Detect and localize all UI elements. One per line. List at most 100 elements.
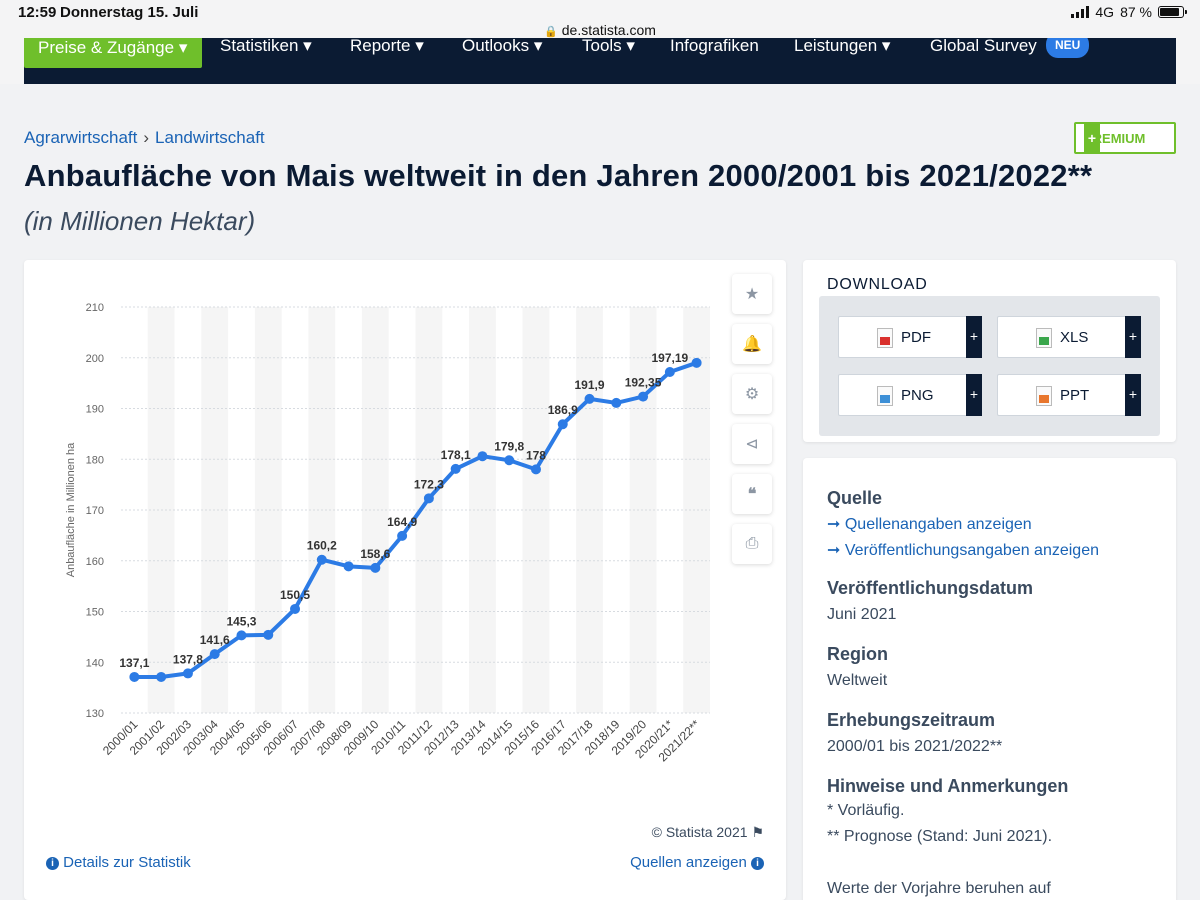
info-icon: i	[46, 857, 59, 870]
source-link[interactable]: ➞ Quellenangaben anzeigen	[827, 516, 1032, 533]
url-text: de.statista.com	[561, 22, 656, 38]
arrow-right-icon: ➞	[827, 542, 841, 559]
period-value: 2000/01 bis 2021/2022**	[827, 738, 1003, 755]
data-label: 160,2	[307, 539, 337, 553]
y-tick-label: 130	[86, 708, 104, 720]
data-label: 197,19	[651, 351, 688, 365]
quote-icon[interactable]: ❝	[732, 474, 772, 514]
page-subtitle: (in Millionen Hektar)	[24, 206, 256, 236]
region-value: Weltweit	[827, 672, 888, 689]
data-point	[530, 464, 541, 475]
series-line	[134, 360, 698, 679]
battery-icon	[1158, 6, 1187, 18]
nav-pricing-button[interactable]: Preise & Zugänge ▾	[24, 38, 202, 68]
notes-heading: Hinweise und Anmerkungen	[827, 776, 1069, 796]
data-label: 137,8	[173, 652, 203, 666]
line-chart: 130 140 150 160 170 180 190 200 210 Anbaufläche i…	[65, 302, 710, 764]
site-nav-bar: Preise & Zugänge ▾ Statistiken ▾ Reporte…	[24, 38, 1176, 84]
data-label: 150,5	[280, 588, 310, 602]
y-tick-label: 180	[86, 454, 104, 466]
info-icon: i	[751, 857, 764, 870]
nav-statistics[interactable]: Statistiken ▾	[220, 38, 312, 55]
download-card: DOWNLOAD PDF + XLS + PNG + PPT +	[803, 260, 1176, 442]
note-forecast: ** Prognose (Stand: Juni 2021).	[827, 828, 1053, 845]
data-point	[236, 630, 247, 641]
page-content: Agrarwirtschaft › Landwirtschaft PREMIUM +…	[0, 84, 1200, 900]
nav-infographics[interactable]: Infografiken	[670, 38, 759, 55]
premium-button[interactable]: PREMIUM +	[1074, 122, 1176, 154]
print-icon[interactable]: ⎙	[732, 524, 772, 564]
download-ppt-button[interactable]: PPT +	[997, 374, 1141, 416]
data-label: 137,1	[119, 656, 149, 670]
data-point	[343, 561, 354, 572]
data-label: 186,9	[548, 403, 578, 417]
xls-file-icon	[1036, 328, 1052, 348]
data-point	[370, 562, 381, 573]
download-pdf-button[interactable]: PDF +	[838, 316, 982, 358]
gear-icon[interactable]: ⚙	[732, 374, 772, 414]
data-point	[129, 671, 140, 682]
breadcrumb-agriculture[interactable]: Agrarwirtschaft	[24, 128, 138, 147]
download-png-button[interactable]: PNG +	[838, 374, 982, 416]
data-point	[450, 463, 461, 474]
data-point	[638, 391, 649, 402]
data-label: 192,35	[625, 376, 662, 390]
y-tick-label: 170	[86, 505, 104, 517]
download-xls-button[interactable]: XLS +	[997, 316, 1141, 358]
data-label: 164,9	[387, 515, 417, 529]
data-point	[584, 393, 595, 404]
data-point	[557, 419, 568, 430]
arrow-right-icon: ➞	[827, 516, 841, 533]
data-point	[209, 649, 220, 660]
data-label: 178	[526, 448, 546, 462]
data-point	[290, 603, 301, 614]
data-label: 179,8	[494, 439, 524, 453]
data-point	[423, 493, 434, 504]
nav-services[interactable]: Leistungen ▾	[794, 38, 891, 55]
data-point	[397, 530, 408, 541]
nav-outlooks[interactable]: Outlooks ▾	[462, 38, 543, 55]
star-icon[interactable]: ★	[732, 274, 772, 314]
data-label: 145,3	[226, 614, 256, 628]
publication-link[interactable]: ➞ Veröffentlichungsangaben anzeigen	[827, 542, 1099, 559]
details-link[interactable]: i Details zur Statistik	[46, 854, 191, 871]
y-tick-label: 160	[86, 556, 104, 568]
chart-card: 130 140 150 160 170 180 190 200 210 Anbaufläche i…	[24, 260, 786, 900]
data-label: 141,6	[200, 633, 230, 647]
nav-global-survey[interactable]: Global Survey	[930, 38, 1037, 55]
data-point	[263, 629, 274, 640]
sources-link[interactable]: Quellen anzeigen i	[630, 854, 764, 871]
bell-icon[interactable]: 🔔	[732, 324, 772, 364]
breadcrumb: Agrarwirtschaft › Landwirtschaft	[24, 128, 265, 148]
y-tick-label: 150	[86, 607, 104, 619]
data-point	[504, 455, 515, 466]
data-label: 172,3	[414, 477, 444, 491]
status-time: 12:59	[18, 4, 57, 21]
png-file-icon	[877, 386, 893, 406]
new-badge: NEU	[1046, 38, 1090, 58]
battery-percent: 87 %	[1120, 4, 1152, 20]
signal-icon	[1071, 6, 1090, 18]
column-band	[522, 307, 550, 713]
nav-reports[interactable]: Reporte ▾	[350, 38, 424, 55]
data-point	[664, 367, 675, 378]
site-nav: Preise & Zugänge ▾ Statistiken ▾ Reporte…	[0, 38, 1200, 84]
share-icon[interactable]: ⊲	[732, 424, 772, 464]
breadcrumb-farming[interactable]: Landwirtschaft	[155, 128, 265, 147]
y-tick-label: 210	[86, 302, 104, 314]
lock-icon: 🔒	[544, 26, 558, 38]
data-label: 158,6	[360, 547, 390, 561]
nav-tools[interactable]: Tools ▾	[582, 38, 635, 55]
data-point	[156, 671, 167, 682]
data-point	[477, 451, 488, 462]
period-heading: Erhebungszeitraum	[827, 710, 996, 730]
y-tick-label: 190	[86, 404, 104, 416]
status-right: 4G 87 %	[1071, 4, 1187, 20]
breadcrumb-separator: ›	[143, 128, 150, 147]
download-title: DOWNLOAD	[827, 276, 928, 293]
y-tick-label: 200	[86, 353, 104, 365]
data-point	[182, 668, 193, 679]
data-point	[691, 357, 702, 368]
data-point	[316, 554, 327, 565]
url-bar[interactable]: 🔒 de.statista.com	[0, 22, 1200, 38]
